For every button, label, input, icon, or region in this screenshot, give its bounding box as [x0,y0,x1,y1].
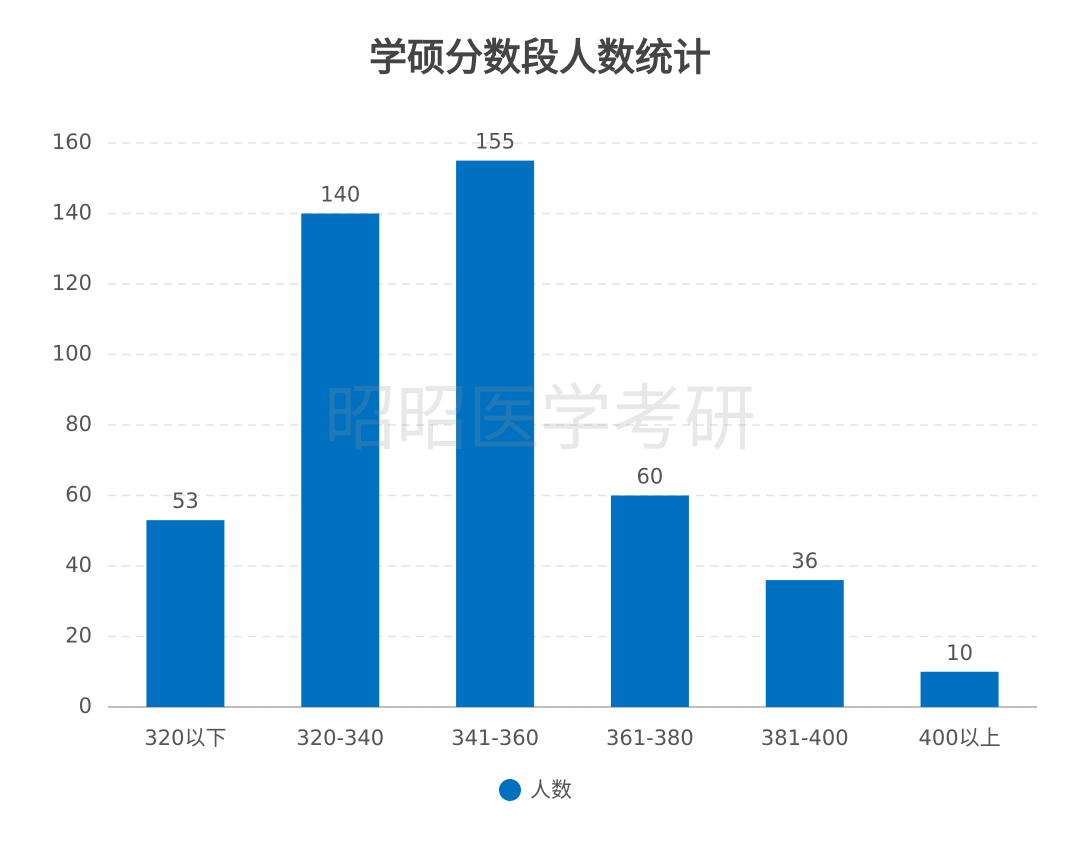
y-tick-label: 60 [65,483,92,507]
chart-title: 学硕分数段人数统计 [369,36,711,80]
x-tick-label: 361-380 [606,726,694,750]
bar [765,580,844,707]
x-tick-label: 381-400 [761,726,849,750]
bar [301,213,380,707]
x-tick-label: 320-340 [296,726,384,750]
legend-marker [499,779,521,801]
y-tick-label: 40 [65,553,92,577]
watermark: 昭昭医学考研 [324,377,756,461]
y-tick-label: 140 [52,201,92,225]
y-tick-label: 80 [65,412,92,436]
x-tick-label: 341-360 [451,726,539,750]
data-label: 53 [172,489,199,513]
bar [920,671,999,707]
data-label: 10 [946,641,973,665]
y-tick-label: 120 [52,271,92,295]
y-tick-label: 100 [52,342,92,366]
bar [456,160,535,707]
legend-label: 人数 [530,778,572,802]
bar [146,520,225,707]
data-label: 36 [791,549,818,573]
y-tick-label: 0 [79,694,92,718]
data-label: 155 [475,130,515,154]
data-label: 140 [320,183,360,207]
y-tick-label: 160 [52,130,92,154]
x-tick-label: 400以上 [919,726,1001,750]
data-label: 60 [637,465,664,489]
x-tick-label: 320以下 [144,726,226,750]
y-tick-label: 20 [65,624,92,648]
bar [610,495,689,707]
